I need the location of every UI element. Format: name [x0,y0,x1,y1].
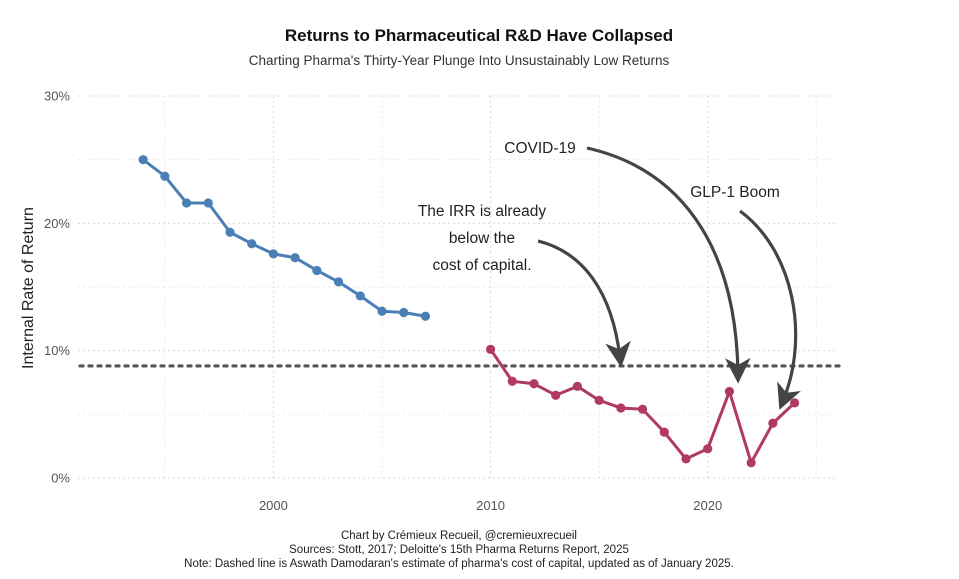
annotation-covid: COVID-19 [504,140,576,157]
series-1-point [681,454,691,464]
y-tick-label: 10% [44,343,70,358]
series-1-point [594,395,604,405]
annotation-irr-line-3: cost of capital. [432,257,531,274]
x-tick-label: 2000 [259,498,288,513]
note-sources: Sources: Stott, 2017; Deloitte's 15th Ph… [289,544,629,556]
series-0-point [203,198,213,208]
series-0-point [377,306,387,316]
x-tick-label: 2010 [476,498,505,513]
y-tick-label: 30% [44,89,70,104]
x-axis-ticks: 2000 2010 2020 [259,498,722,513]
series-1-point [746,458,756,468]
series-0-point [181,198,192,208]
series-0-point [225,227,235,237]
x-tick-label: 2020 [693,498,722,513]
series-0-point [355,291,365,301]
series-1-point [572,381,583,391]
y-axis-ticks: 0% 10% 20% 30% [44,89,70,486]
series-1-point [616,403,626,413]
glp1-arrow [739,209,801,410]
series-0-point [420,311,431,321]
series-1-point [724,386,735,397]
grid [78,95,838,479]
series-1-point [768,418,778,428]
series-1-point [637,404,648,414]
series-1-point [659,427,669,437]
series-0-point [399,307,409,318]
series-0-point [268,249,279,259]
series-1-point [703,444,713,454]
note-dashed-line: Note: Dashed line is Aswath Damodaran's … [184,558,734,570]
series-0-point [290,253,300,263]
series-0-point [160,171,170,181]
y-tick-label: 20% [44,216,70,231]
covid-arrow [586,146,751,384]
series-1-point [485,344,496,354]
annotation-glp1: GLP-1 Boom [690,184,780,201]
y-tick-label: 0% [51,471,70,486]
annotation-irr-line-2: below the [449,230,515,247]
series-1-point [529,379,539,389]
series-0-point [312,265,322,276]
series-line-0 [142,158,426,318]
series [138,155,800,468]
series-1-point [507,376,517,386]
series-0-point [247,239,257,249]
series-1-point [789,398,800,408]
chart-title: Returns to Pharmaceutical R&D Have Colla… [285,26,673,45]
series-1-point [551,390,561,400]
irr-arrow [537,239,631,368]
series-0-point [138,155,148,165]
y-axis-label: Internal Rate of Return [20,207,37,369]
series-0-point [333,277,344,287]
chart-subtitle: Charting Pharma's Thirty-Year Plunge Int… [249,53,670,68]
annotation-irr-line-1: The IRR is already [418,203,547,220]
note-credit: Chart by Crémieux Recueil, @cremieuxrecu… [341,530,577,542]
